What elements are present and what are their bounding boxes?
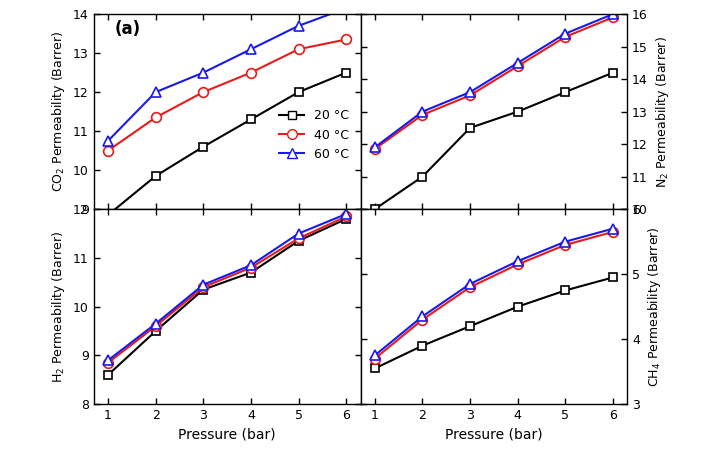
Y-axis label: H$_2$ Permeability (Barrer): H$_2$ Permeability (Barrer) — [50, 231, 68, 383]
Y-axis label: N$_2$ Permeability (Barrer): N$_2$ Permeability (Barrer) — [653, 36, 671, 188]
Y-axis label: CO$_2$ Permeability (Barrer): CO$_2$ Permeability (Barrer) — [50, 31, 68, 192]
X-axis label: Pressure (bar): Pressure (bar) — [445, 428, 543, 442]
X-axis label: Pressure (bar): Pressure (bar) — [178, 428, 276, 442]
Text: (a): (a) — [115, 20, 141, 38]
Legend: 20 °C, 40 °C, 60 °C: 20 °C, 40 °C, 60 °C — [274, 104, 354, 166]
Y-axis label: CH$_4$ Permeability (Barrer): CH$_4$ Permeability (Barrer) — [646, 227, 663, 387]
